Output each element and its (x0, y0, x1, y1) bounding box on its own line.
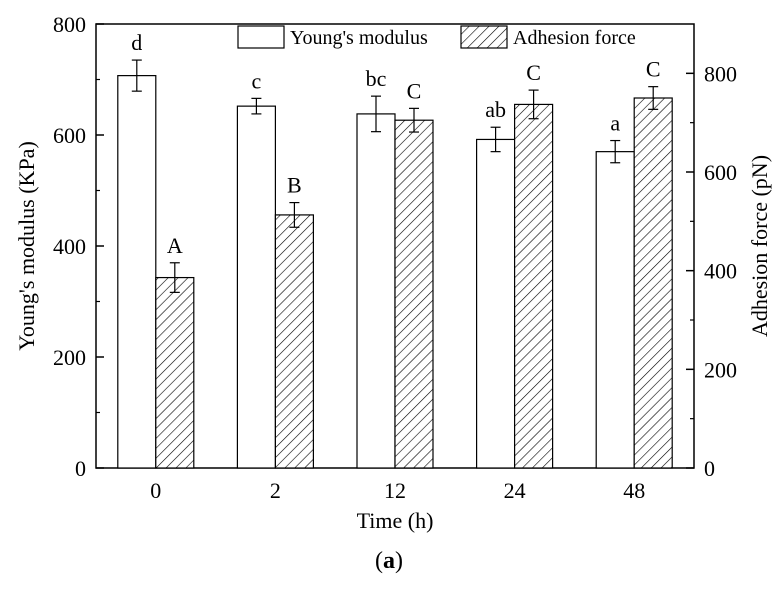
caption-open: ( (375, 548, 383, 574)
significance-letter: d (131, 30, 142, 55)
y-right-tick-label: 200 (704, 357, 737, 382)
x-tick-label: 2 (270, 478, 281, 503)
significance-letter: bc (366, 66, 387, 91)
y-right-axis-title: Adhesion force (pN) (747, 155, 772, 337)
bar-adhesion-force (394, 119, 434, 469)
significance-letter: a (610, 111, 620, 136)
y-left-tick-label: 400 (53, 234, 86, 259)
bar-adhesion-force (633, 97, 673, 469)
legend-swatch (237, 25, 285, 49)
bar-youngs-modulus (117, 75, 157, 469)
y-left-tick-label: 800 (53, 12, 86, 37)
y-left-tick-label: 600 (53, 123, 86, 148)
significance-letter: ab (485, 97, 506, 122)
dual-axis-bar-chart: 0 200 400 600 800 0 200 400 600 800 0 d A 2 c B 12 bc C 24 a… (14, 12, 772, 533)
bar-adhesion-force (274, 214, 314, 469)
y-right-tick-label: 800 (704, 61, 737, 86)
y-left-tick-label: 200 (53, 345, 86, 370)
bar-youngs-modulus (476, 138, 516, 469)
significance-letter: B (287, 173, 302, 198)
significance-letter: C (526, 60, 541, 85)
significance-letter: A (167, 233, 183, 258)
legend-label: Adhesion force (513, 27, 636, 49)
legend-swatch (460, 25, 508, 49)
bar-adhesion-force (155, 276, 195, 469)
y-right-tick-label: 400 (704, 259, 737, 284)
caption-close: ) (395, 548, 403, 574)
bar-youngs-modulus (356, 113, 396, 469)
significance-letter: c (252, 68, 262, 93)
x-tick-label: 0 (150, 478, 161, 503)
figure-caption: (a) (0, 548, 778, 575)
x-tick-label: 24 (504, 478, 526, 503)
bar-youngs-modulus (595, 151, 635, 469)
y-right-tick-label: 0 (704, 456, 715, 481)
y-right-tick-label: 600 (704, 160, 737, 185)
y-left-axis-title: Young's modulus (KPa) (14, 141, 39, 351)
bar-youngs-modulus (236, 105, 276, 469)
x-axis-title: Time (h) (357, 508, 434, 533)
caption-letter: a (383, 548, 395, 574)
bar-adhesion-force (513, 103, 554, 469)
x-tick-label: 12 (384, 478, 406, 503)
significance-letter: C (646, 57, 661, 82)
x-tick-label: 48 (623, 478, 645, 503)
legend-label: Young's modulus (290, 27, 428, 49)
significance-letter: C (407, 78, 422, 103)
y-left-tick-label: 0 (75, 456, 86, 481)
